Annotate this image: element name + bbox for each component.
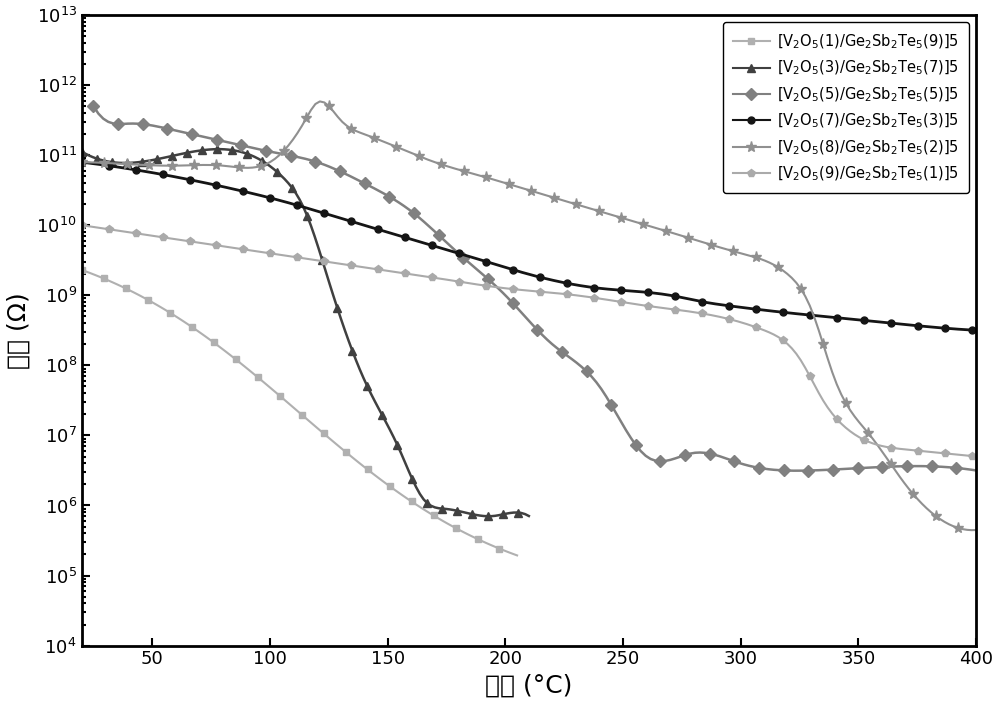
Y-axis label: 电阔 (Ω): 电阔 (Ω) <box>7 292 31 369</box>
Legend: [V$_2$O$_5$(1)/Ge$_2$Sb$_2$Te$_5$(9)]5, [V$_2$O$_5$(3)/Ge$_2$Sb$_2$Te$_5$(7)]5, : [V$_2$O$_5$(1)/Ge$_2$Sb$_2$Te$_5$(9)]5, … <box>723 23 969 193</box>
X-axis label: 温度 (°C): 温度 (°C) <box>485 674 573 698</box>
